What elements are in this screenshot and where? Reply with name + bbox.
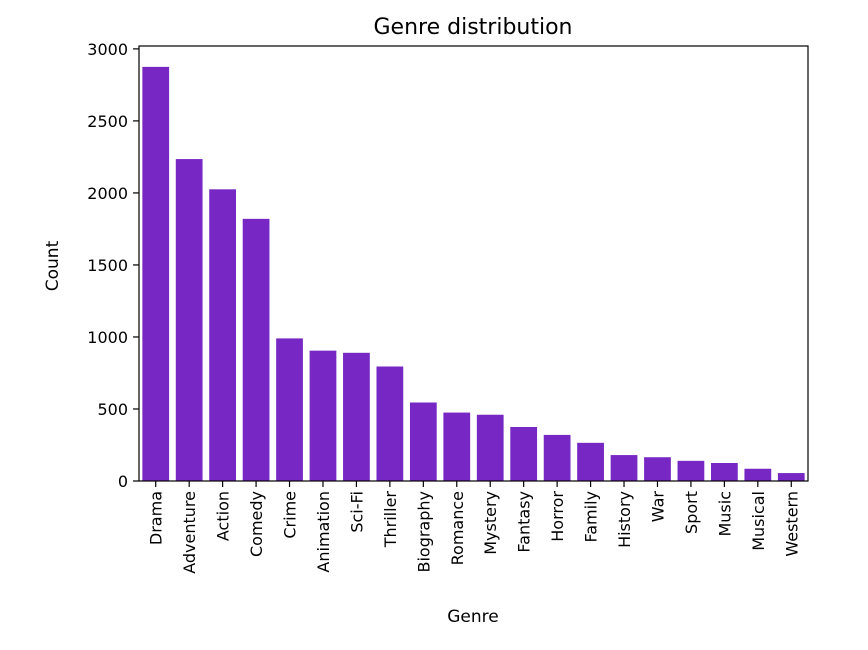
y-tick-label: 2500 [87,112,128,131]
x-tick-label: Western [782,491,801,557]
x-tick-label: Thriller [381,491,400,549]
bar-musical [744,468,772,481]
bar-crime [276,338,303,481]
bar-fantasy [510,426,538,481]
bar-sport [677,460,705,481]
chart-title: Genre distribution [374,15,573,40]
y-tick-label: 0 [118,472,128,491]
y-tick-label: 1500 [87,256,128,275]
bar-romance [443,412,471,481]
x-tick-label: Romance [448,491,467,565]
bar-drama [142,66,170,481]
x-tick-label: Drama [147,491,166,545]
y-tick-label: 3000 [87,40,128,59]
x-tick-label: War [648,491,667,523]
x-tick-label: Fantasy [515,491,534,553]
bar-sci-fi [343,352,370,481]
x-axis-label: Genre [447,607,498,627]
bar-war [644,457,671,481]
bar-western [777,473,805,481]
bar-action [209,189,237,482]
y-axis: 0 500 1000 1500 2000 2500 3000 [87,40,139,491]
x-tick-label: Sport [682,491,701,534]
y-tick-label: 500 [97,400,128,419]
bar-mystery [476,414,504,481]
bars-group [142,66,805,482]
x-tick-label: Comedy [247,491,266,557]
x-tick-label: Horror [548,491,567,542]
bar-animation [309,350,337,481]
x-tick-label: Crime [281,491,300,539]
bar-music [710,462,738,481]
plot-frame [138,45,809,482]
x-tick-label: Animation [314,491,333,573]
bar-comedy [242,218,270,481]
bar-history [610,455,638,481]
x-axis: Drama Adventure Action Comedy Crime Animation… [147,481,801,574]
x-tick-label: Action [214,491,233,541]
bar-biography [409,402,437,481]
x-tick-label: Music [715,491,734,537]
y-tick-label: 2000 [87,184,128,203]
x-tick-label: Musical [749,491,768,551]
x-tick-label: Adventure [180,491,199,574]
x-tick-label: Sci-Fi [347,491,366,533]
bar-adventure [175,159,203,481]
x-tick-label: Family [582,491,601,542]
x-tick-label: History [615,491,634,548]
bar-family [577,442,604,481]
y-tick-label: 1000 [87,328,128,347]
bar-thriller [376,366,404,481]
x-tick-label: Biography [414,491,433,573]
bar-horror [543,434,571,481]
x-tick-label: Mystery [481,491,500,555]
y-axis-label: Count [43,240,63,291]
